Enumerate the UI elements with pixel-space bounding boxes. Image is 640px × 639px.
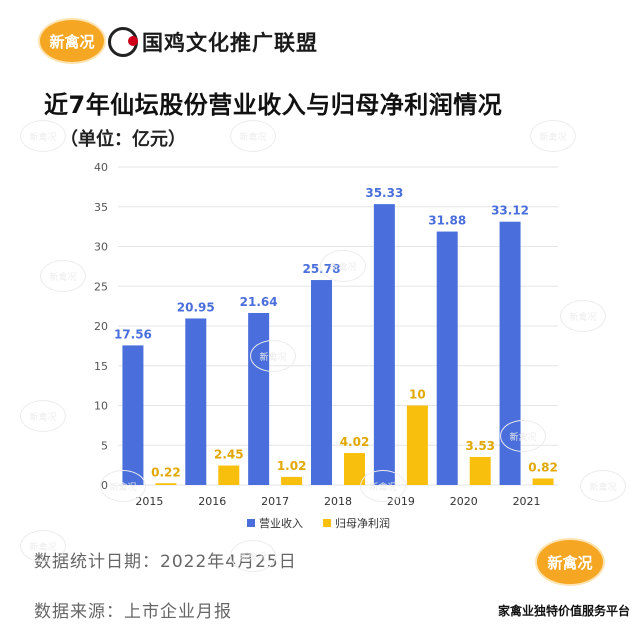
profit-data-label: 1.02 (277, 459, 307, 473)
legend-label-profit: 归母净利润 (335, 516, 390, 530)
profit-bar (344, 453, 365, 485)
watermark-stamp: 新禽况 (530, 120, 576, 152)
brand-logo: 国鸡文化推广联盟 (108, 24, 318, 60)
revenue-data-label: 17.56 (114, 327, 152, 341)
revenue-data-label: 35.33 (365, 186, 403, 200)
revenue-data-label: 31.88 (428, 214, 466, 228)
y-tick-label: 15 (94, 360, 108, 373)
profit-bar (469, 456, 491, 485)
x-tick-label: 2017 (261, 495, 289, 508)
revenue-bar (436, 231, 458, 485)
unit-label: （单位：亿元） (60, 129, 186, 150)
page-title: 近7年仙坛股份营业收入与归母净利润情况 (44, 91, 503, 119)
profit-data-label: 2.45 (214, 448, 244, 462)
y-tick-label: 0 (101, 479, 108, 492)
y-tick-label: 10 (94, 400, 108, 413)
x-tick-label: 2018 (324, 495, 352, 508)
platform-slogan: 家禽业独特价值服务平台 (498, 604, 631, 618)
y-tick-label: 40 (94, 161, 108, 174)
x-tick-label: 2021 (513, 495, 541, 508)
legend-swatch-profit (323, 519, 331, 527)
x-tick-label: 2020 (450, 495, 478, 508)
profit-data-label: 4.02 (340, 435, 370, 449)
revenue-bar (248, 312, 270, 485)
x-tick-label: 2019 (387, 495, 415, 508)
brand-name: 国鸡文化推广联盟 (142, 30, 318, 55)
revenue-bar (499, 221, 521, 486)
profit-data-label: 0.22 (151, 465, 181, 479)
revenue-bar (373, 204, 395, 485)
profit-data-label: 0.82 (528, 460, 558, 474)
rooster-mark-icon (108, 27, 138, 57)
x-tick-label: 2015 (135, 495, 163, 508)
revenue-data-label: 21.64 (240, 295, 278, 309)
profit-data-label: 10 (409, 388, 426, 402)
logo-badge-text: 新禽况 (49, 32, 95, 51)
legend-label-revenue: 营业收入 (259, 516, 303, 530)
bar-chart: 0 5 10 15 20 25 30 35 40 17.56 0.22 2015 20.95 2.45 20… (94, 161, 558, 530)
y-tick-label: 35 (94, 201, 108, 214)
stat-date-line: 数据统计日期：2022年4月25日 (34, 552, 297, 572)
xinqinkuang-logo-badge: 新禽况 (40, 20, 104, 62)
footer-badge-text: 新禽况 (547, 553, 593, 572)
data-source-line: 数据来源：上市企业月报 (34, 602, 232, 622)
revenue-data-label: 20.95 (177, 300, 215, 314)
revenue-bar (122, 345, 144, 485)
y-tick-label: 30 (94, 241, 108, 254)
legend-swatch-revenue (247, 519, 255, 527)
footer-logo-badge: 新禽况 (537, 540, 603, 584)
profit-bar (155, 483, 177, 485)
watermark-stamp: 新禽况 (230, 120, 276, 152)
revenue-bar (185, 318, 207, 485)
revenue-bar (311, 280, 332, 485)
y-tick-label: 25 (94, 280, 108, 293)
profit-data-label: 3.53 (465, 439, 495, 453)
profit-bar (218, 465, 240, 485)
revenue-data-label: 25.78 (303, 262, 341, 276)
y-tick-label: 5 (101, 439, 108, 452)
y-tick-label: 20 (94, 320, 108, 333)
x-tick-label: 2016 (198, 495, 226, 508)
revenue-data-label: 33.12 (491, 204, 529, 218)
profit-bar (281, 476, 303, 485)
profit-bar (406, 405, 428, 485)
profit-bar (532, 478, 554, 485)
